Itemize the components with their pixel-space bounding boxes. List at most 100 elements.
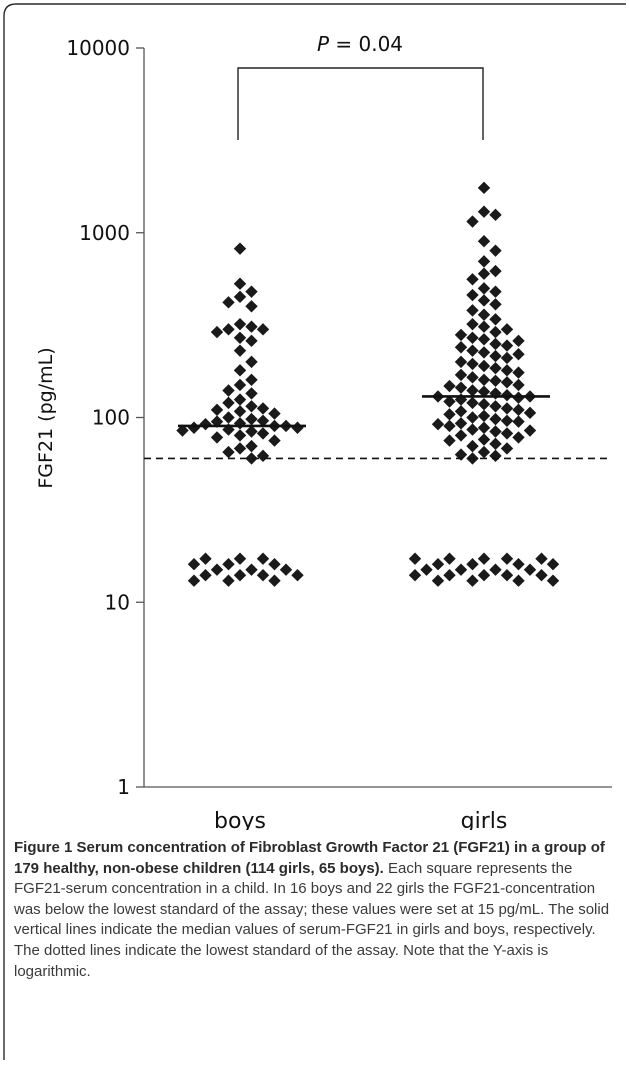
data-point-girls (454, 355, 468, 369)
frame-border (3, 3, 626, 1060)
data-point-girls (512, 403, 525, 417)
data-point-girls (546, 558, 560, 571)
data-point-boys (176, 424, 189, 437)
data-point-girls (523, 563, 537, 576)
data-point-boys (222, 423, 235, 436)
data-point-girls (489, 449, 502, 463)
data-point-girls (523, 424, 537, 437)
data-point-girls (431, 558, 445, 571)
data-point-girls (500, 339, 514, 352)
data-point-girls (477, 373, 491, 386)
data-point-girls (408, 552, 422, 565)
data-point-boys (199, 417, 212, 431)
data-point-girls (489, 425, 502, 438)
data-point-girls (466, 396, 479, 410)
data-point-boys (233, 344, 247, 357)
data-point-boys (222, 396, 235, 410)
y-tick-label: 10 (105, 590, 130, 614)
x-tick-label-boys: boys (214, 809, 266, 830)
data-point-boys (268, 434, 281, 447)
data-point-girls (477, 445, 491, 459)
reference-lines (144, 395, 612, 460)
data-point-girls (500, 376, 514, 389)
data-point-girls (477, 267, 491, 280)
data-point-boys (210, 431, 224, 444)
data-point-boys (245, 387, 258, 400)
data-point-girls (489, 412, 502, 426)
data-point-girls (443, 395, 456, 408)
figure-caption: Figure 1 Serum concentration of Fibrobla… (14, 838, 610, 982)
data-point-boys (222, 574, 235, 587)
y-tick-label: 1000 (79, 221, 130, 245)
data-point-boys (233, 552, 247, 565)
data-point-boys (222, 558, 235, 571)
data-point-girls (512, 558, 525, 571)
data-point-girls (466, 331, 479, 345)
data-point-boys (222, 445, 235, 459)
data-point-girls (431, 574, 445, 587)
data-point-boys (268, 558, 281, 571)
data-points (176, 181, 560, 587)
data-point-boys (256, 414, 270, 427)
data-point-boys (233, 242, 247, 255)
data-point-boys (222, 384, 235, 397)
data-point-girls (466, 411, 479, 424)
data-point-boys (245, 452, 258, 465)
data-point-girls (466, 288, 479, 302)
data-point-boys (256, 569, 270, 582)
x-tick-label-girls: girls (461, 809, 508, 830)
data-point-girls (500, 323, 514, 336)
y-axis-label: FGF21 (pg/mL) (35, 347, 57, 488)
data-point-girls (535, 569, 548, 582)
data-point-boys (233, 317, 247, 331)
data-point-girls (489, 298, 502, 311)
data-point-girls (408, 569, 422, 582)
data-point-girls (477, 398, 491, 411)
data-point-girls (489, 387, 502, 400)
data-point-boys (233, 277, 247, 290)
p-value-symbol: P (317, 32, 330, 56)
data-point-boys (245, 412, 258, 426)
data-point-boys (233, 569, 247, 582)
data-point-girls (443, 569, 456, 582)
data-point-girls (466, 423, 479, 436)
data-point-boys (187, 558, 201, 571)
data-point-boys (268, 574, 281, 587)
data-point-girls (477, 235, 491, 248)
data-point-girls (466, 344, 479, 357)
data-point-boys (233, 290, 247, 304)
data-point-girls (454, 341, 468, 354)
data-point-girls (489, 337, 502, 351)
data-point-girls (512, 415, 525, 428)
data-point-girls (477, 308, 491, 321)
y-tick-label: 1 (117, 775, 130, 799)
caption-title: Figure 1 Serum concentration of Fibrobla… (14, 839, 605, 877)
data-point-girls (466, 357, 479, 371)
data-point-girls (420, 563, 433, 576)
data-point-girls (477, 433, 491, 446)
data-point-boys (256, 552, 270, 565)
data-point-girls (477, 385, 491, 398)
data-point-girls (454, 368, 468, 382)
data-point-boys (245, 355, 258, 369)
data-point-girls (454, 328, 468, 342)
data-point-girls (489, 361, 502, 375)
data-point-boys (245, 300, 258, 313)
data-point-boys (245, 563, 258, 576)
data-point-girls (489, 374, 502, 387)
significance-bracket: P = 0.04 (237, 32, 484, 140)
data-point-girls (489, 264, 502, 278)
data-point-girls (500, 569, 514, 582)
data-point-boys (256, 449, 270, 463)
y-tick-label: 10000 (66, 36, 130, 60)
data-point-boys (233, 393, 247, 406)
data-point-girls (512, 366, 525, 379)
y-tick-label: 100 (92, 406, 130, 430)
y-ticks: 10000 1000 100 10 1 (66, 36, 144, 799)
data-point-girls (466, 215, 479, 228)
data-point-boys (291, 421, 304, 434)
data-point-boys (210, 563, 224, 576)
data-point-girls (489, 325, 502, 339)
data-point-boys (245, 439, 258, 453)
data-point-girls (454, 429, 468, 442)
